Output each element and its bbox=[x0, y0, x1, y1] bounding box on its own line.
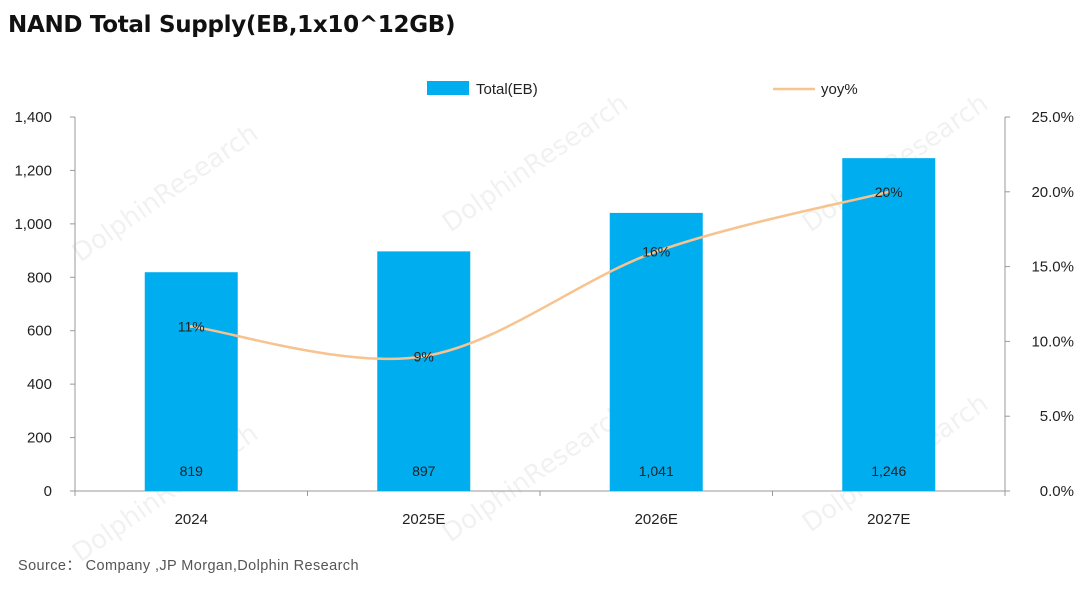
legend-label-yoy: yoy% bbox=[821, 81, 858, 98]
legend-swatch-total bbox=[427, 81, 469, 95]
bar-value-label: 1,246 bbox=[871, 463, 906, 479]
right-tick-label: 15.0% bbox=[1031, 259, 1074, 276]
chart-title: NAND Total Supply(EB,1x10^12GB) bbox=[8, 12, 456, 38]
bar-value-label: 897 bbox=[412, 463, 436, 479]
bar-value-label: 819 bbox=[180, 463, 204, 479]
yoy-point bbox=[654, 250, 658, 254]
x-category-label: 2024 bbox=[175, 511, 208, 528]
bar-total-eb bbox=[842, 158, 936, 491]
legend: Total(EB) yoy% bbox=[427, 81, 858, 98]
x-category-label: 2027E bbox=[867, 511, 910, 528]
yoy-point bbox=[422, 354, 426, 358]
right-tick-label: 20.0% bbox=[1031, 184, 1074, 201]
left-tick-label: 0 bbox=[44, 483, 52, 500]
bar-value-label: 1,041 bbox=[639, 463, 674, 479]
x-category-label: 2026E bbox=[635, 511, 678, 528]
yoy-point bbox=[887, 190, 891, 194]
right-tick-label: 0.0% bbox=[1040, 483, 1074, 500]
left-tick-label: 200 bbox=[27, 430, 52, 447]
legend-label-total: Total(EB) bbox=[476, 81, 538, 98]
right-tick-label: 5.0% bbox=[1040, 408, 1074, 425]
data-labels: 819 897 1,041 1,246 11% 9% 16% 20% bbox=[178, 184, 907, 479]
bars bbox=[144, 158, 936, 491]
yoy-value-label: 16% bbox=[642, 244, 670, 260]
left-tick-label: 1,000 bbox=[14, 216, 52, 233]
right-tick-label: 25.0% bbox=[1031, 109, 1074, 126]
left-tick-label: 1,200 bbox=[14, 162, 52, 179]
yoy-line bbox=[189, 190, 891, 361]
watermark-text: DolphinResearch bbox=[67, 118, 264, 268]
yoy-value-label: 9% bbox=[414, 348, 434, 364]
yoy-value-label: 20% bbox=[875, 184, 903, 200]
yoy-line-path bbox=[190, 190, 890, 361]
yoy-value-label: 11% bbox=[178, 318, 205, 334]
source-note: Source： Company ,JP Morgan,Dolphin Resea… bbox=[18, 558, 359, 574]
left-tick-label: 1,400 bbox=[14, 109, 52, 126]
bar-total-eb bbox=[609, 212, 703, 491]
yoy-point bbox=[189, 324, 193, 328]
left-tick-label: 800 bbox=[27, 269, 52, 286]
watermark-text: DolphinResearch bbox=[437, 88, 634, 238]
x-category-label: 2025E bbox=[402, 511, 445, 528]
bar-total-eb bbox=[144, 272, 238, 491]
right-tick-label: 10.0% bbox=[1031, 333, 1074, 350]
bar-total-eb bbox=[377, 251, 471, 491]
left-tick-label: 400 bbox=[27, 376, 52, 393]
left-tick-label: 600 bbox=[27, 323, 52, 340]
